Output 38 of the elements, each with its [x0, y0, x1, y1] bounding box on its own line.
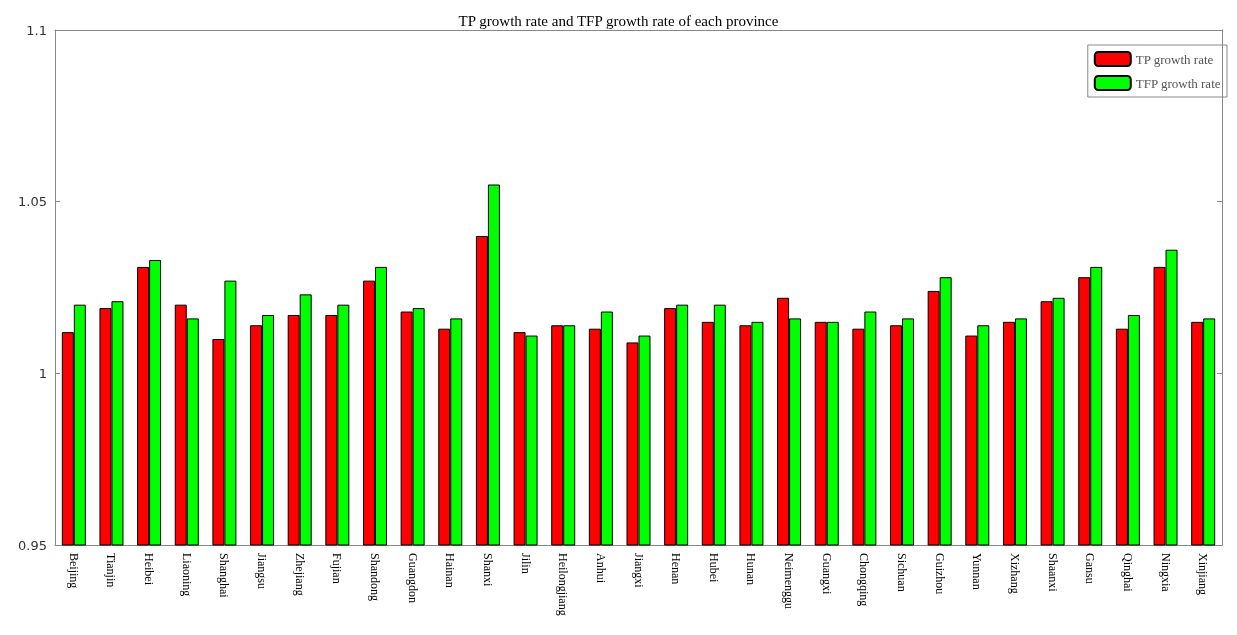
- x-tick-label: Heibei: [142, 553, 157, 586]
- x-tick-label: Anhui: [593, 553, 608, 584]
- legend-label: TP growth rate: [1135, 51, 1214, 67]
- x-tick-label: Henan: [669, 553, 684, 585]
- x-tick-label: Neimenggu: [782, 553, 797, 609]
- x-tick-label: Zhejiang: [292, 553, 307, 596]
- x-tick-label: Chongqing: [857, 553, 872, 607]
- y-tick-label: 1: [38, 365, 47, 381]
- x-tick-label: Liaoning: [179, 553, 194, 597]
- x-tick-label: Hubei: [706, 553, 721, 583]
- x-tick-label: Xinjiang: [1196, 553, 1211, 595]
- x-tick-label: Jiangxi: [631, 553, 646, 589]
- x-tick-label: Jiangsu: [255, 553, 270, 589]
- legend-label: TFP growth rate: [1135, 75, 1221, 91]
- x-tick-label: Gansu: [1083, 553, 1098, 584]
- x-tick-label: Yunnan: [970, 553, 985, 590]
- x-tick-label: Beijing: [66, 553, 81, 589]
- x-tick-label: Guangdon: [405, 553, 420, 603]
- x-tick-label: Xizhang: [1007, 553, 1022, 594]
- y-tick-label: 1.05: [18, 194, 47, 210]
- x-tick-label: Tianjin: [104, 553, 119, 588]
- x-tick-label: Qinghai: [1120, 553, 1135, 593]
- x-tick-label: Shaanxi: [1045, 553, 1060, 593]
- x-tick-label: Hunan: [744, 553, 759, 585]
- x-tick-label: Sichuan: [895, 553, 910, 592]
- x-tick-label: Guangxi: [819, 553, 834, 595]
- y-tick-label: 1.1: [26, 22, 47, 38]
- x-tick-label: Shandong: [367, 553, 382, 601]
- x-tick-label: Heilongjiang: [556, 553, 571, 616]
- x-tick-label: Ningxia: [1158, 553, 1173, 593]
- x-tick-label: Shanxi: [480, 553, 495, 587]
- x-tick-label: Jilin: [518, 553, 533, 574]
- x-tick-label: Fujian: [330, 553, 345, 584]
- x-tick-label: Guizhou: [932, 553, 947, 595]
- chart-title: TP growth rate and TFP growth rate of each province: [458, 12, 779, 29]
- x-tick-label: Shanghai: [217, 553, 232, 599]
- x-tick-label: Hainan: [443, 553, 458, 588]
- y-tick-label: 0.95: [18, 537, 47, 553]
